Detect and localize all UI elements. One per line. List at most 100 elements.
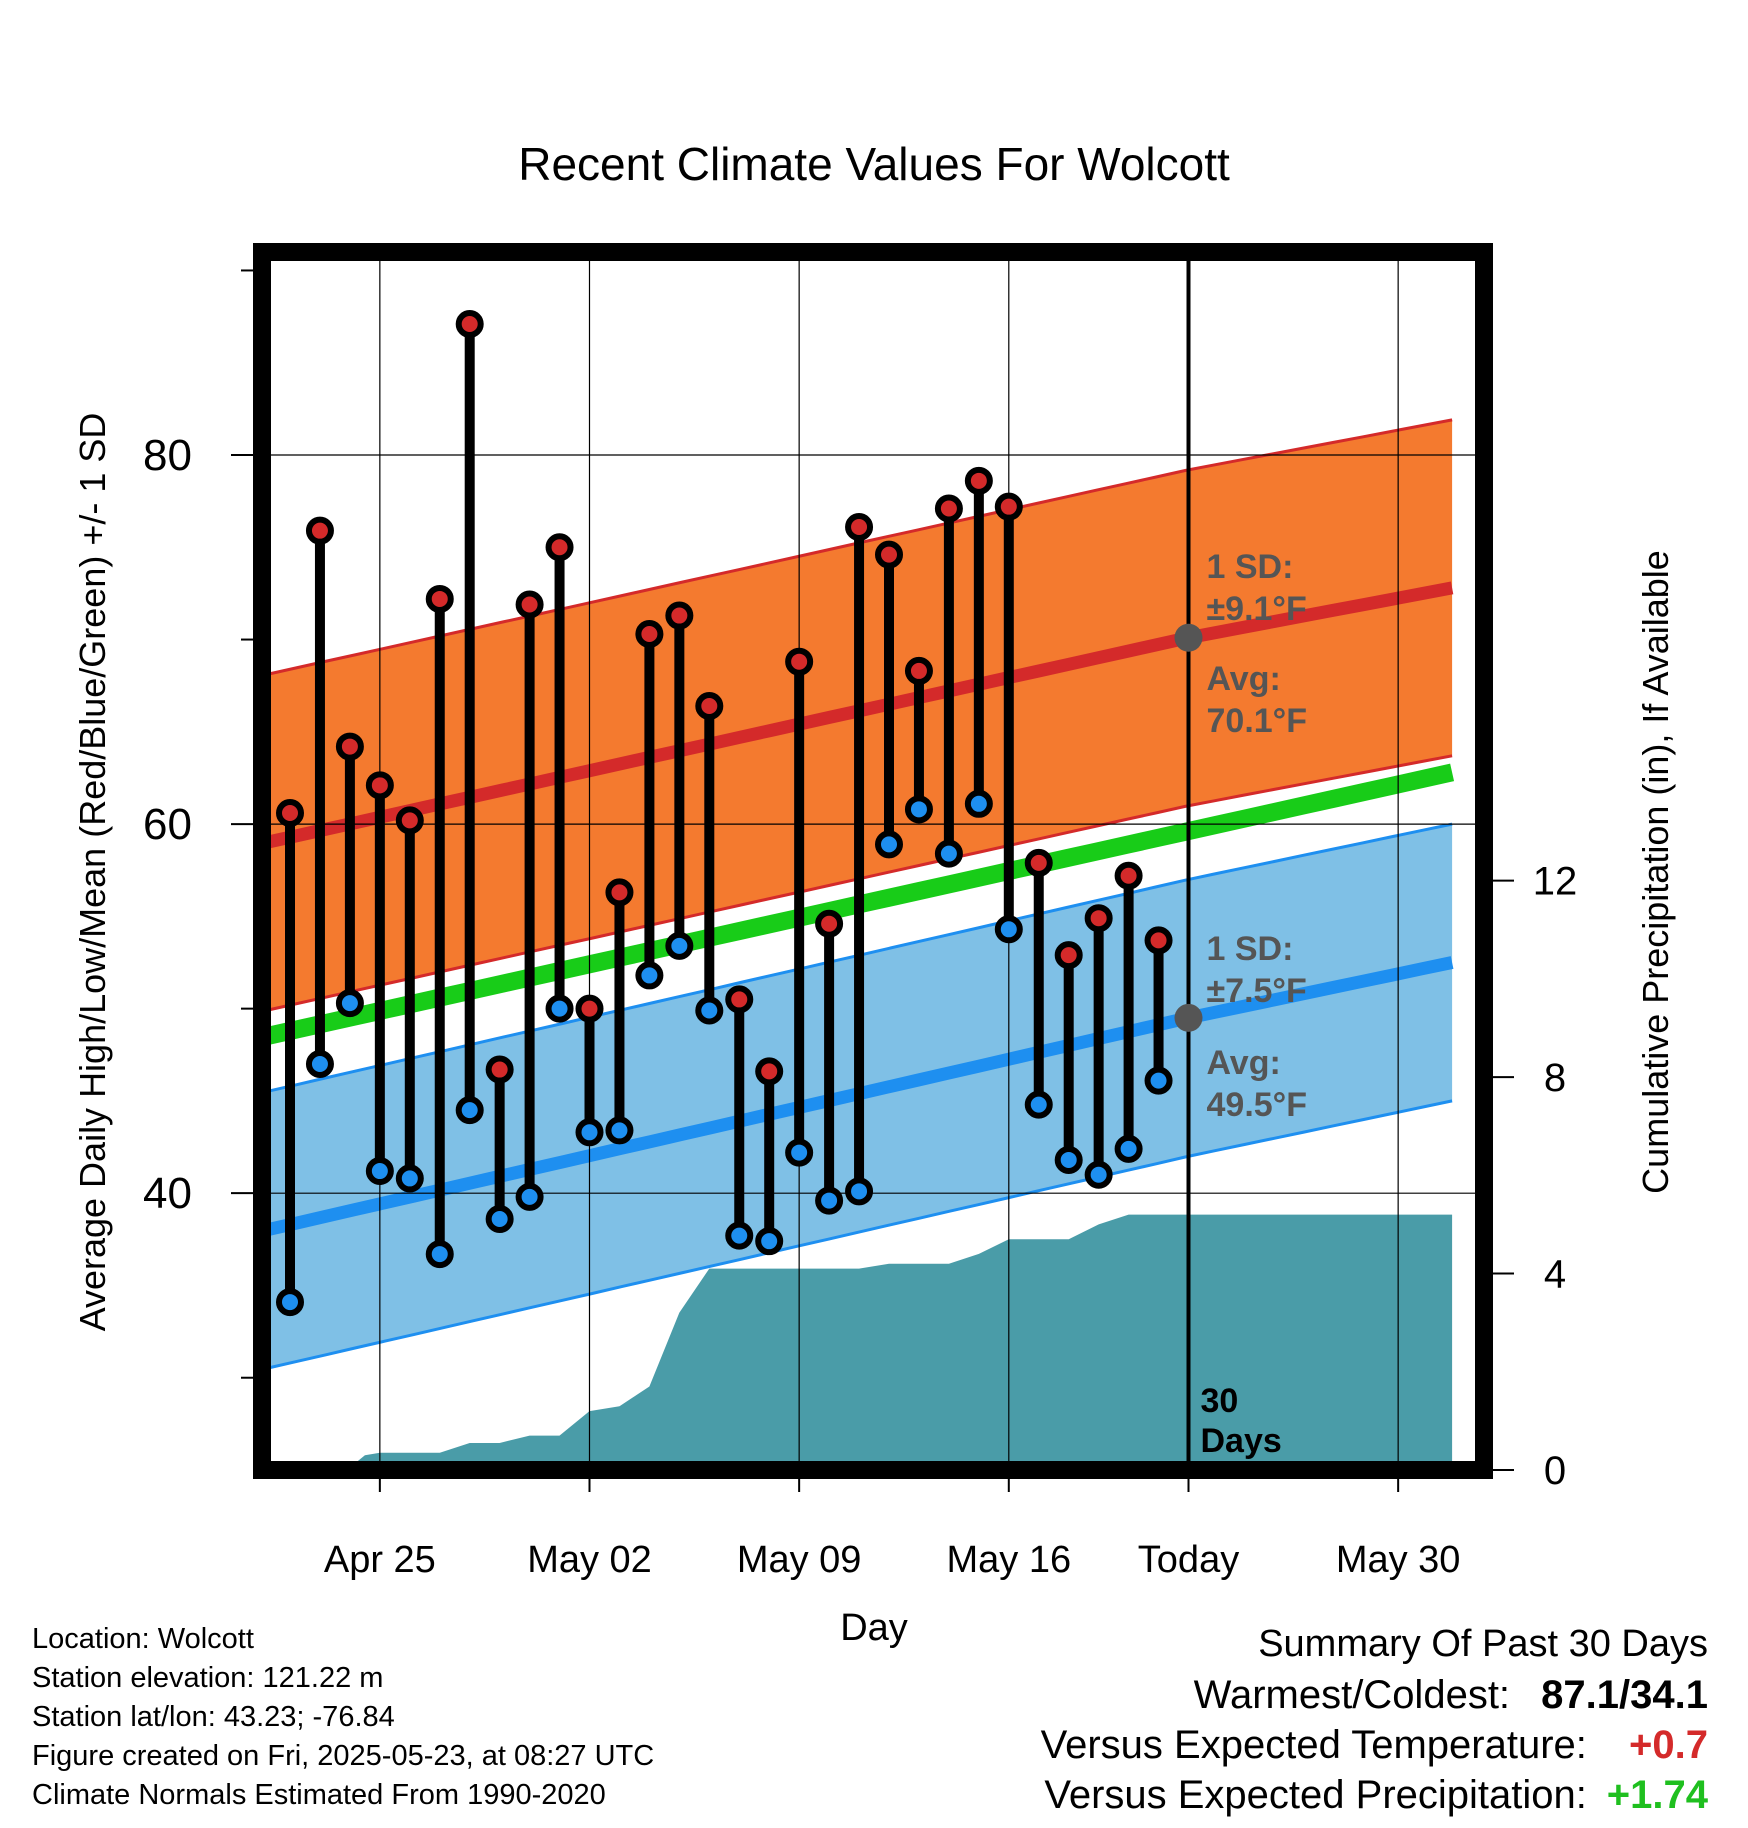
low-temp-point	[695, 996, 724, 1025]
warmest-coldest-value: 87.1/34.1	[1541, 1673, 1708, 1717]
low-avg-label: Avg:	[1207, 1044, 1281, 1082]
low-temp-point	[815, 1186, 844, 1215]
low-temp-point	[665, 931, 694, 960]
precipitation-value: +1.74	[1606, 1773, 1708, 1817]
plot-frame	[253, 243, 1493, 1479]
temperature-row: Versus Expected Temperature: +0.7	[1041, 1720, 1708, 1770]
summary-panel: Summary Of Past 30 Days Warmest/Coldest:…	[1041, 1618, 1708, 1820]
low-sd-value: ±7.5°F	[1207, 972, 1307, 1010]
precipitation-row: Versus Expected Precipitation: +1.74	[1041, 1770, 1708, 1820]
high-temp-point	[1054, 941, 1083, 970]
high-sd-value: ±9.1°F	[1207, 590, 1307, 628]
high-temp-point	[695, 691, 724, 720]
high-avg-value: 70.1°F	[1207, 702, 1308, 740]
low-temp-point	[545, 994, 574, 1023]
high-temp-point	[545, 533, 574, 562]
high-temp-point	[904, 656, 933, 685]
low-temp-point	[455, 1096, 484, 1125]
low-avg-value: 49.5°F	[1207, 1086, 1308, 1124]
temperature-value: +0.7	[1629, 1723, 1708, 1767]
high-temp-point	[575, 994, 604, 1023]
warmest-coldest-label: Warmest/Coldest:	[1193, 1673, 1511, 1717]
high-temp-point	[1114, 861, 1143, 890]
low-temp-point	[515, 1182, 544, 1211]
low-temp-point	[1144, 1066, 1173, 1095]
low-temp-point	[964, 789, 993, 818]
warmest-coldest-row: Warmest/Coldest: 87.1/34.1	[1041, 1670, 1708, 1720]
low-sd-label: 1 SD:	[1207, 930, 1294, 968]
low-temp-point	[276, 1288, 304, 1317]
y2-tick-label: 8	[1544, 1056, 1566, 1100]
y2-tick-label: 0	[1544, 1449, 1566, 1493]
x-tick-label: May 30	[1336, 1539, 1461, 1581]
y-axis-label: Average Daily High/Low/Mean (Red/Blue/Gr…	[72, 413, 113, 1332]
low-temp-point	[395, 1164, 424, 1193]
low-temp-point	[1054, 1145, 1083, 1174]
location-text: Location: Wolcott	[32, 1623, 254, 1655]
y2-axis-label: Cumulative Precipitation (in), If Availa…	[1635, 550, 1676, 1194]
high-temp-point	[725, 985, 754, 1014]
low-temp-point	[934, 839, 963, 868]
low-temp-point	[485, 1205, 514, 1234]
low-temp-point	[635, 961, 664, 990]
x-tick-label: May 16	[946, 1539, 1071, 1581]
high-temp-point	[365, 771, 394, 800]
high-temp-point	[635, 620, 664, 649]
latlon-text: Station lat/lon: 43.23; -76.84	[32, 1701, 395, 1733]
high-temp-point	[1024, 848, 1053, 877]
high-temp-point	[455, 309, 484, 338]
high-temp-point	[934, 494, 963, 523]
high-temp-point	[305, 516, 334, 545]
y2-tick-label: 12	[1533, 860, 1578, 904]
low-temp-point	[875, 830, 903, 859]
today-days-label: Days	[1201, 1422, 1282, 1460]
high-temp-point	[785, 647, 814, 676]
high-temp-point	[665, 601, 694, 630]
x-tick-label: May 02	[527, 1539, 652, 1581]
high-temp-point	[815, 909, 844, 938]
low-temp-point	[1114, 1134, 1143, 1163]
data-marks	[276, 309, 1173, 1317]
high-temp-point	[485, 1055, 514, 1084]
station-info: Location: Wolcott Station elevation: 121…	[32, 1620, 654, 1815]
x-tick-label: Apr 25	[324, 1539, 436, 1581]
low-temp-point	[605, 1116, 634, 1145]
high-temp-point	[335, 732, 364, 761]
elevation-text: Station elevation: 121.22 m	[32, 1662, 384, 1694]
today-days-label: 30	[1201, 1382, 1239, 1420]
low-temp-point	[335, 989, 364, 1018]
low-temp-point	[755, 1227, 784, 1256]
high-temp-point	[994, 492, 1023, 521]
y-tick-label: 80	[143, 431, 192, 480]
low-temp-point	[365, 1157, 394, 1186]
low-temp-point	[845, 1177, 874, 1206]
high-temp-point	[395, 806, 424, 835]
today-high-normal-point	[1174, 623, 1203, 652]
created-text: Figure created on Fri, 2025-05-23, at 08…	[32, 1740, 655, 1772]
high-temp-point	[964, 466, 993, 495]
axes: Apr 25 May 02 May 09 May 16 Today May 3040608…	[143, 269, 1578, 1581]
low-temp-point	[1024, 1090, 1053, 1119]
precipitation-area	[262, 1214, 1453, 1470]
high-temp-point	[755, 1057, 784, 1086]
annotations: 1 SD: ±9.1°F Avg: 70.1°F 1 SD: ±7.5°F Avg: 49.5…	[1174, 548, 1308, 1460]
low-temp-point	[785, 1138, 814, 1167]
high-temp-point	[515, 590, 544, 619]
low-temp-point	[904, 795, 933, 824]
high-temp-point	[845, 512, 874, 541]
summary-heading: Summary Of Past 30 Days	[1258, 1623, 1708, 1665]
chart-title: Recent Climate Values For Wolcott	[518, 138, 1230, 190]
high-temp-point	[1144, 926, 1173, 955]
high-sd-label: 1 SD:	[1207, 548, 1294, 586]
precipitation-label: Versus Expected Precipitation:	[1044, 1773, 1587, 1817]
low-temp-point	[725, 1221, 754, 1250]
low-temp-point	[1084, 1160, 1113, 1189]
high-avg-label: Avg:	[1207, 660, 1281, 698]
normals-text: Climate Normals Estimated From 1990-2020	[32, 1779, 606, 1811]
low-temp-point	[425, 1240, 454, 1269]
low-temp-point	[575, 1118, 604, 1147]
x-axis-label: Day	[840, 1607, 908, 1649]
x-tick-label: Today	[1138, 1539, 1239, 1581]
high-temp-point	[1084, 904, 1113, 933]
